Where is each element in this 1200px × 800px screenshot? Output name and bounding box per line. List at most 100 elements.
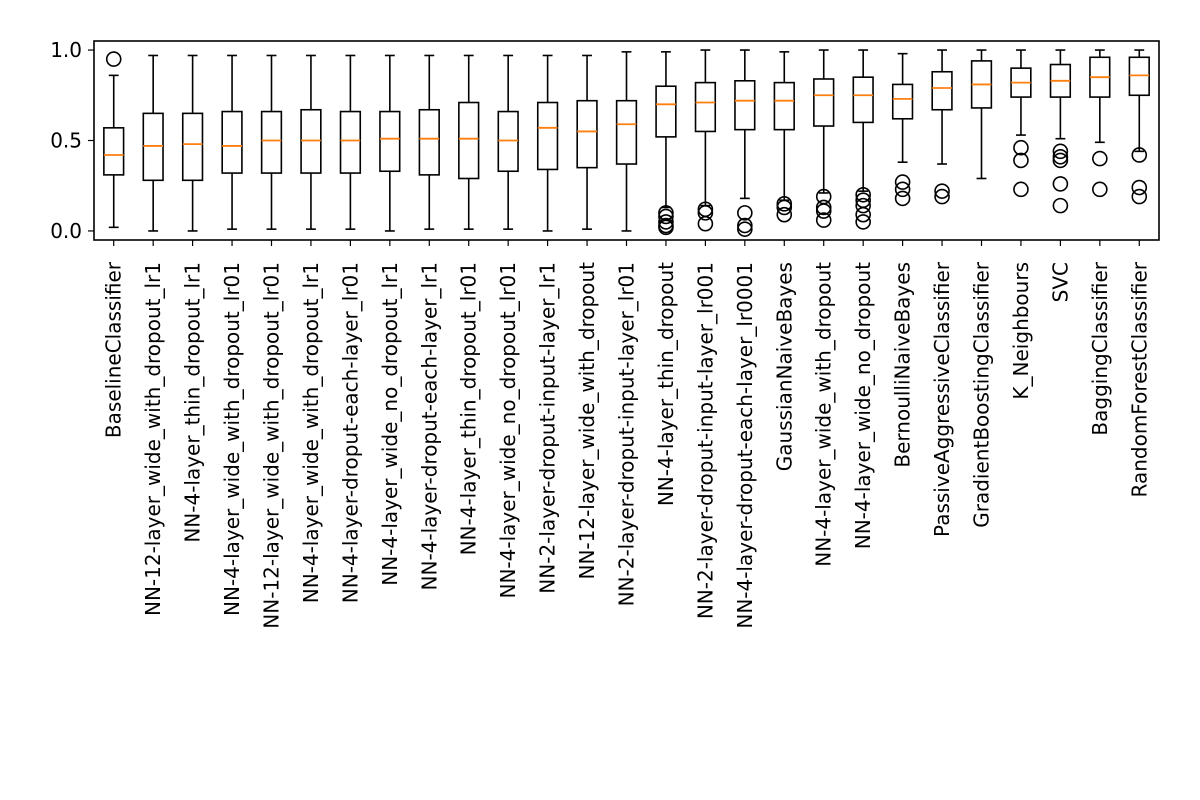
box-group [260,54,283,230]
outlier-point [894,181,911,198]
y-tick-label: 0.0 [50,219,82,243]
box-group [1010,49,1032,198]
box [891,83,914,120]
x-tick-label: NN-12-layer_wide_with_dropout_lr01 [260,262,284,629]
box-group [852,49,874,230]
box [931,70,953,111]
outlier-point [1092,181,1108,198]
x-tick-label: NN-4-layer_wide_no_dropout_lr1 [378,262,402,586]
box [142,112,164,182]
box [379,110,401,173]
outlier-point [697,215,714,232]
box-group [103,51,125,229]
box [300,108,322,174]
box-group [694,49,717,232]
outlier-point [1052,197,1069,214]
box-group [773,51,795,223]
box [181,112,204,182]
x-tick-label: NN-4-layer_wide_with_dropout_lr01 [220,262,244,616]
y-tick-label: 1.0 [50,38,82,62]
box [339,110,362,174]
outlier-point [737,221,753,237]
box-group [221,54,243,230]
outlier-point [815,203,832,219]
box-group [339,54,362,230]
box [418,108,440,176]
x-tick-label: NN-2-layer-droput-input-layer_lr1 [536,262,560,594]
outlier-point [1131,179,1148,196]
box-group [655,51,677,236]
outlier-point [1131,147,1148,163]
x-tick-label: NN-4-layer_wide_with_dropout_lr1 [299,262,323,603]
x-tick-label: NN-4-layer-droput-each-layer_lr0001 [733,262,757,629]
box [1128,56,1150,97]
outlier-point [737,217,753,234]
x-tick-label: NN-12-layer_wide_with_dropout [575,262,599,580]
outlier-point [658,214,674,230]
box [221,110,243,174]
box [576,99,598,169]
outlier-point [1052,152,1069,169]
outlier-point [1052,176,1069,192]
box-group [418,54,440,230]
box [497,110,519,173]
outlier-point [855,197,871,214]
outlier-point [658,219,674,236]
box-group [734,49,756,237]
box [458,101,480,180]
box-group [497,54,519,230]
box [615,99,638,165]
box [734,80,756,131]
outlier-point [697,205,714,221]
box [260,110,283,174]
box-group [891,52,914,207]
x-tick-label: GaussianNaiveBayes [772,262,796,471]
box [655,85,677,138]
x-tick-label: NN-2-layer-droput-input-layer_lr01 [615,262,639,606]
x-tick-label: NN-2-layer-droput-input-layer_lr001 [693,262,717,619]
box-group [615,51,638,232]
x-tick-label: RandomForestClassifier [1127,261,1151,497]
box-group [1089,49,1111,198]
box [852,76,874,124]
boxes-layer [103,49,1150,237]
box-group [1049,49,1072,214]
outlier-point [815,212,832,228]
box [773,81,795,131]
x-tick-label: NN-12-layer_wide_with_dropout_lr1 [141,262,165,616]
x-tick-label: K_Neighbours [1009,262,1033,400]
x-tick-label: NN-4-layer_wide_no_dropout_lr01 [496,262,520,598]
outlier-point [737,205,753,221]
outlier-point [934,188,950,205]
outlier-point [776,206,793,223]
x-tick-label: NN-4-layer_wide_no_dropout [851,262,875,549]
x-tick-label: BaselineClassifier [102,261,126,438]
x-axis: BaselineClassifier NN-12-layer_wide_with_… [102,240,1151,629]
y-axis: 0.0 0.5 1.0 [50,38,94,243]
outlier-point [1052,143,1069,160]
x-tick-label: NN-4-layer-droput-each-layer_lr1 [417,262,441,590]
box-group [181,54,204,232]
outlier-point [1013,152,1029,169]
x-tick-label: NN-4-layer_wide_with_dropout [812,262,836,567]
x-tick-label: NN-4-layer-droput-each-layer_lr01 [338,262,362,603]
x-tick-label: NN-4-layer_thin_dropout_lr1 [181,262,205,543]
box-group [1128,49,1150,205]
box-group [379,54,401,232]
box-group [931,49,953,205]
box-group [300,54,322,230]
outlier-point [776,196,793,212]
outlier-point [1052,148,1069,165]
x-tick-label: PassiveAggressiveClassifier [930,261,954,537]
box-group [458,54,480,230]
x-tick-label: NN-4-layer_thin_dropout_lr01 [457,262,481,555]
box [813,78,835,127]
outlier-point [855,206,871,223]
outlier-point [776,199,793,216]
outlier-point [855,186,871,203]
plot-frame [93,40,1160,241]
outlier-point [894,174,911,190]
x-tick-label: BaggingClassifier [1088,261,1112,435]
